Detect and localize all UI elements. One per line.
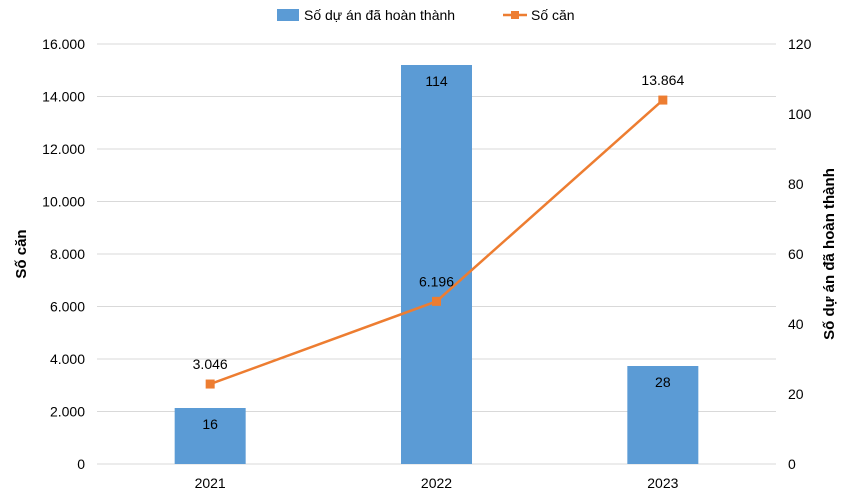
left-axis-ticks: 0 2.000 4.000 6.000 8.000 10.000 12.000 14.000 1… <box>42 36 85 472</box>
x-tick-label: 2023 <box>647 475 678 491</box>
left-tick-label: 8.000 <box>50 246 85 262</box>
bar <box>627 366 699 464</box>
bar-data-label: 114 <box>425 73 448 89</box>
line-data-label: 3.046 <box>193 356 228 372</box>
right-tick-label: 120 <box>788 36 812 52</box>
bar-data-label: 28 <box>655 374 671 390</box>
right-tick-label: 20 <box>788 386 804 402</box>
right-tick-label: 0 <box>788 456 796 472</box>
x-tick-label: 2021 <box>195 475 226 491</box>
left-axis-title: Số căn <box>13 229 30 278</box>
left-tick-label: 4.000 <box>50 351 85 367</box>
line-data-label: 13.864 <box>641 72 684 88</box>
left-tick-label: 14.000 <box>42 89 85 105</box>
left-tick-label: 12.000 <box>42 141 85 157</box>
legend-line-label: Số căn <box>531 7 575 23</box>
right-tick-label: 40 <box>788 316 804 332</box>
right-tick-label: 80 <box>788 176 804 192</box>
bar-series: 16 114 28 <box>174 65 699 464</box>
left-tick-label: 0 <box>77 456 85 472</box>
line-point <box>432 296 441 306</box>
right-axis-ticks: 0 20 40 60 80 100 120 <box>788 36 812 472</box>
bar-data-label: 16 <box>202 416 218 432</box>
right-tick-label: 60 <box>788 246 804 262</box>
right-axis-title: Số dự án đã hoàn thành <box>821 168 838 340</box>
x-tick-label: 2022 <box>421 475 452 491</box>
line-point <box>658 95 668 105</box>
bar <box>401 65 472 464</box>
right-tick-label: 100 <box>788 106 812 122</box>
legend-line-marker <box>511 11 519 19</box>
legend-bar-label: Số dự án đã hoàn thành <box>304 7 455 23</box>
x-axis-ticks: 2021 2022 2023 <box>195 475 679 491</box>
legend: Số dự án đã hoàn thành Số căn <box>277 7 575 23</box>
line-series: 3.046 6.196 13.864 <box>193 72 684 389</box>
left-tick-label: 10.000 <box>42 194 85 210</box>
bar <box>174 408 246 464</box>
line-point <box>205 379 215 389</box>
line-data-label: 6.196 <box>419 273 454 289</box>
left-tick-label: 16.000 <box>42 36 85 52</box>
left-tick-label: 2.000 <box>50 404 85 420</box>
legend-bar-swatch <box>277 9 299 21</box>
left-tick-label: 6.000 <box>50 299 85 315</box>
